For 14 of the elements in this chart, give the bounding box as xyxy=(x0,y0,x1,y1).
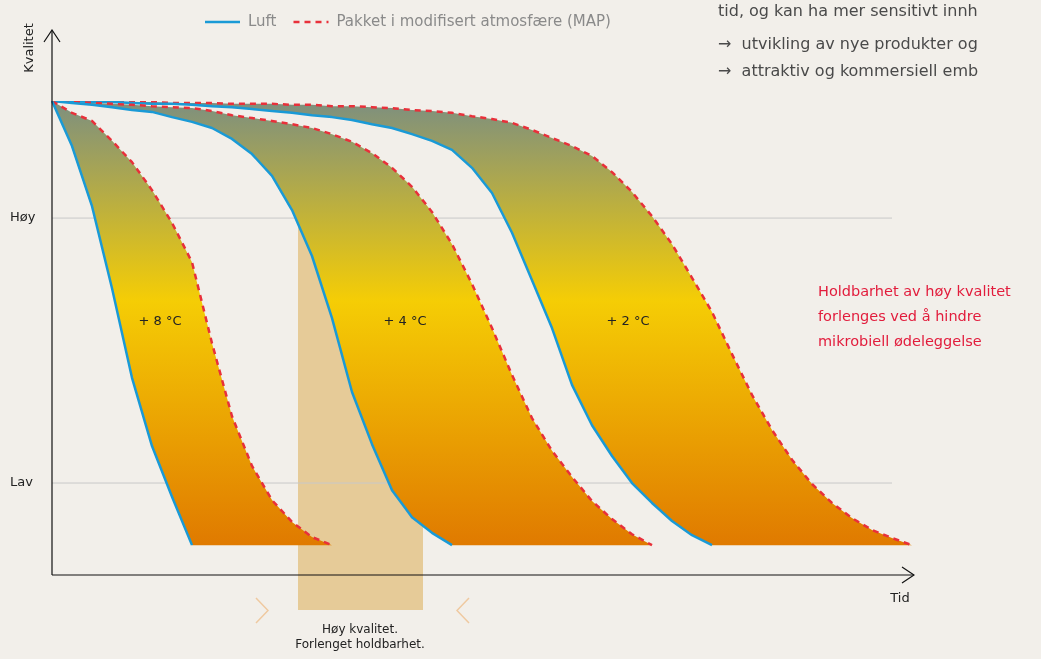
annotation: + 2 °C xyxy=(606,313,650,329)
legend-label: Pakket i modifisert atmosfære (MAP) xyxy=(336,11,611,30)
text: → attraktiv og kommersiell emb xyxy=(718,61,979,81)
text: → utvikling av nye produkter og xyxy=(718,34,978,54)
text: tid, og kan ha mer sensitivt innh xyxy=(718,1,978,21)
annotation: + 4 °C xyxy=(383,313,427,329)
annotation: Holdbarhet av høy kvalitet forlenges ved å hindre mikrobiell ødeleggelse xyxy=(818,282,1012,349)
ref-line-label: Lav xyxy=(10,474,34,490)
legend-label: Luft xyxy=(248,11,277,30)
ref-line-label: Høy xyxy=(10,209,36,225)
y-axis-title: Kvalitet xyxy=(21,23,37,73)
annotation: + 8 °C xyxy=(138,313,182,329)
text: Høy kvalitet. Forlenget holdbarhet. xyxy=(295,622,425,652)
x-axis-title: Tid xyxy=(889,590,910,606)
